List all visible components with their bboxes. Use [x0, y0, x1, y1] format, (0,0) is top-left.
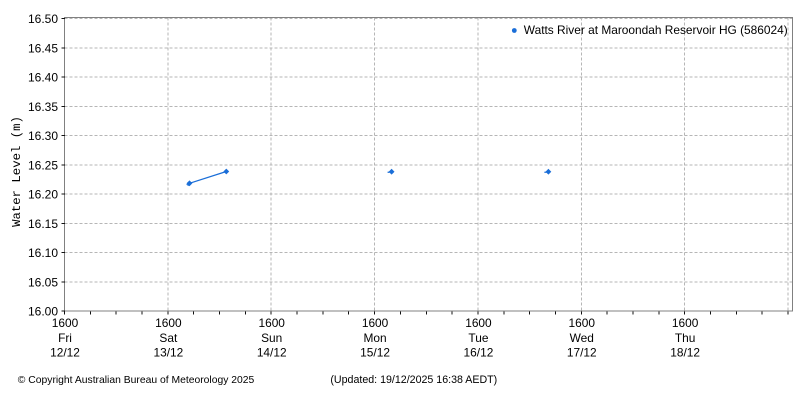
svg-text:Wed: Wed — [570, 331, 594, 345]
svg-text:16.35: 16.35 — [28, 100, 58, 114]
svg-text:Sun: Sun — [261, 331, 282, 345]
svg-text:16.00: 16.00 — [28, 305, 58, 319]
svg-text:14/12: 14/12 — [257, 346, 287, 360]
svg-text:Mon: Mon — [363, 331, 386, 345]
svg-text:16.10: 16.10 — [28, 246, 58, 260]
svg-text:Tue: Tue — [468, 331, 488, 345]
svg-text:17/12: 17/12 — [567, 346, 597, 360]
svg-text:Fri: Fri — [58, 331, 72, 345]
svg-text:Sat: Sat — [159, 331, 178, 345]
svg-text:Water Level (m): Water Level (m) — [10, 116, 24, 227]
svg-text:1600: 1600 — [52, 316, 79, 330]
svg-text:Thu: Thu — [675, 331, 696, 345]
svg-text:16.30: 16.30 — [28, 129, 58, 143]
svg-text:1600: 1600 — [672, 316, 699, 330]
svg-text:16.05: 16.05 — [28, 275, 58, 289]
svg-text:1600: 1600 — [362, 316, 389, 330]
svg-text:16.45: 16.45 — [28, 41, 58, 55]
svg-text:1600: 1600 — [155, 316, 182, 330]
svg-text:1600: 1600 — [258, 316, 285, 330]
svg-text:© Copyright Australian Bureau: © Copyright Australian Bureau of Meteoro… — [18, 375, 255, 386]
svg-text:16.20: 16.20 — [28, 188, 58, 202]
svg-text:Watts River at Maroondah Reser: Watts River at Maroondah Reservoir HG (5… — [524, 23, 788, 37]
svg-text:16.25: 16.25 — [28, 158, 58, 172]
svg-text:13/12: 13/12 — [153, 346, 183, 360]
svg-text:18/12: 18/12 — [670, 346, 700, 360]
svg-text:16/12: 16/12 — [464, 346, 494, 360]
svg-text:16.50: 16.50 — [28, 12, 58, 26]
svg-text:12/12: 12/12 — [50, 346, 80, 360]
svg-text:(Updated: 19/12/2025 16:38 AED: (Updated: 19/12/2025 16:38 AEDT) — [330, 374, 497, 386]
svg-text:1600: 1600 — [569, 316, 596, 330]
svg-text:1600: 1600 — [465, 316, 492, 330]
svg-text:16.40: 16.40 — [28, 71, 58, 85]
svg-text:15/12: 15/12 — [360, 346, 390, 360]
svg-text:16.15: 16.15 — [28, 217, 58, 231]
